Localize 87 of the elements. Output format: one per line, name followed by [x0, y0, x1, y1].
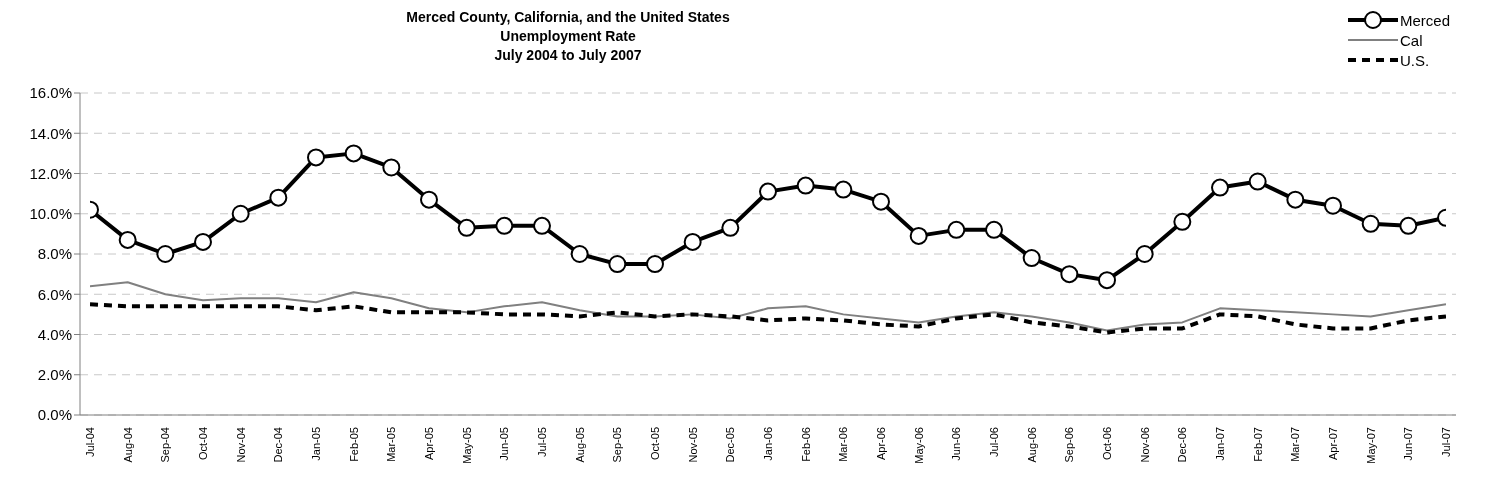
x-tick-label: Mar-07	[1289, 427, 1302, 462]
x-tick-label: Aug-05	[573, 427, 586, 463]
x-tick-label: Mar-05	[385, 427, 398, 462]
point	[231, 204, 250, 223]
x-tick-label: May-06	[912, 427, 925, 464]
x-tick-label: Oct-05	[649, 427, 661, 461]
y-tick-label: 16.0%	[29, 84, 72, 102]
point	[382, 158, 401, 177]
point	[947, 220, 966, 239]
x-tick-label: Aug-04	[121, 427, 134, 463]
y-tick-label: 8.0%	[37, 245, 72, 263]
x-tick-label: Jul-07	[1440, 427, 1452, 457]
x-tick-label: Jan-07	[1214, 427, 1226, 461]
point	[1248, 172, 1267, 191]
point	[269, 188, 288, 207]
point	[909, 226, 928, 245]
y-tick-label: 10.0%	[29, 205, 72, 223]
x-tick-label: Jan-06	[762, 427, 774, 461]
point	[985, 220, 1003, 239]
x-tick-label: Oct-06	[1101, 427, 1113, 461]
legend-label: Cal	[1400, 31, 1423, 49]
point	[1211, 178, 1229, 197]
x-tick-label: Dec-06	[1176, 427, 1189, 463]
x-tick-label: Oct-04	[197, 427, 209, 461]
x-tick-label: Apr-07	[1327, 427, 1339, 461]
point	[1022, 249, 1041, 268]
x-tick-label: Feb-05	[347, 427, 360, 462]
x-tick-label: Jan-05	[310, 427, 322, 461]
x-tick-label: Aug-06	[1025, 427, 1038, 463]
x-tick-label: Sep-04	[159, 427, 172, 463]
x-tick-label: Jun-06	[950, 427, 963, 461]
point	[420, 190, 438, 209]
x-tick-label: Nov-06	[1138, 427, 1151, 463]
point	[533, 216, 551, 235]
x-tick-label: Apr-06	[875, 427, 887, 461]
legend-label: Merced	[1400, 11, 1451, 29]
x-tick-label: Sep-05	[611, 427, 624, 463]
point	[608, 255, 627, 274]
point	[118, 230, 137, 249]
x-tick-label: Jun-07	[1402, 427, 1415, 461]
point	[1135, 245, 1154, 263]
point	[1173, 212, 1192, 231]
point	[759, 182, 777, 201]
x-tick-label: May-07	[1364, 427, 1377, 464]
x-tick-label: Sep-06	[1063, 427, 1076, 463]
y-tick-label: 0.0%	[37, 406, 72, 424]
point	[1060, 265, 1079, 284]
x-tick-label: Jul-06	[988, 427, 1000, 457]
point	[1361, 214, 1380, 233]
point	[194, 232, 212, 251]
point	[1286, 190, 1305, 209]
point	[1324, 196, 1342, 215]
x-tick-label: Feb-07	[1251, 427, 1264, 462]
x-tick-label: Jul-04	[84, 427, 96, 457]
y-tick-label: 4.0%	[37, 325, 72, 343]
point	[495, 216, 514, 235]
point	[683, 232, 702, 251]
point	[307, 148, 325, 167]
x-tick-label: Jun-05	[498, 427, 511, 461]
legend-label: U.S.	[1400, 51, 1430, 69]
point	[344, 144, 363, 163]
x-tick-label: Dec-04	[272, 427, 285, 463]
point	[156, 245, 175, 263]
point	[872, 192, 890, 211]
chart-title: Merced County, California, and the United States Unemployment Rate July 2004 to July 2007	[405, 8, 731, 65]
point	[1098, 271, 1116, 290]
point	[1399, 216, 1418, 235]
x-tick-label: Jul-05	[536, 427, 548, 457]
line-series	[90, 302, 1446, 335]
x-tick-label: May-05	[460, 427, 473, 464]
point	[721, 218, 740, 237]
line-series	[90, 281, 1446, 332]
x-tick-label: Nov-05	[686, 427, 699, 463]
x-tick-label: Apr-05	[423, 427, 435, 461]
y-tick-label: 6.0%	[37, 285, 72, 303]
x-tick-label: Mar-06	[837, 427, 850, 462]
x-tick-label: Nov-04	[234, 427, 247, 463]
y-tick-label: 14.0%	[29, 124, 72, 142]
point	[457, 218, 476, 237]
point	[834, 180, 853, 199]
y-tick-label: 12.0%	[29, 164, 72, 182]
point	[796, 176, 815, 195]
point	[646, 255, 664, 274]
point	[570, 245, 589, 263]
x-tick-label: Feb-06	[799, 427, 812, 462]
x-tick-label: Dec-05	[724, 427, 737, 463]
y-tick-label: 2.0%	[37, 366, 72, 384]
